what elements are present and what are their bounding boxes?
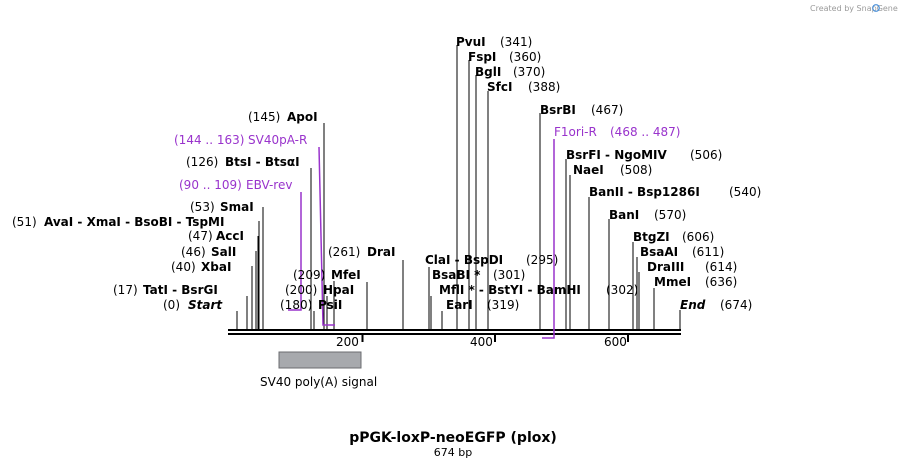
- site-pos-banii: (540): [729, 185, 761, 199]
- site-name-avai: AvaI - XmaI - BsoBI - TspMI: [44, 215, 224, 229]
- site-name-mmei: MmeI: [654, 275, 691, 289]
- site-name-eari: EarI: [446, 298, 473, 312]
- site-name-sfci: SfcI: [487, 80, 512, 94]
- tick-label-600: 600: [604, 335, 627, 349]
- site-name-bsrfi: BsrFI - NgoMIV: [566, 148, 667, 162]
- site-name-acci: AccI: [216, 229, 244, 243]
- site-name-bgli: BglI: [475, 65, 501, 79]
- snapgene-credit: Created by SnapGene: [810, 4, 898, 13]
- primer-f1ori-r-range: (468 .. 487): [610, 125, 680, 139]
- site-pos-naei: (508): [620, 163, 652, 177]
- tick-label-200: 200: [336, 335, 359, 349]
- site-name-xbai: XbaI: [201, 260, 231, 274]
- site-pos-bsabi: (301): [493, 268, 525, 282]
- map-length: 674 bp: [434, 446, 472, 459]
- snapgene-logo-icon: [872, 4, 880, 12]
- site-name-hpai: HpaI: [323, 283, 354, 297]
- site-name-drai: DraI: [367, 245, 395, 259]
- site-name-pvui: PvuI: [456, 35, 486, 49]
- site-pos-avai: (51): [12, 215, 37, 229]
- site-name-fspi: FspI: [468, 50, 496, 64]
- site-name-bani: BanI: [609, 208, 639, 222]
- site-pos-mmei: (636): [705, 275, 737, 289]
- primer-ebv-rev-range: (90 .. 109): [179, 178, 242, 192]
- primer-sv40pa-r-name: SV40pA-R: [248, 133, 307, 147]
- feature-box[interactable]: [278, 351, 362, 369]
- site-name-bsrbi: BsrBI: [540, 103, 576, 117]
- site-name-psii: PsiI: [318, 298, 342, 312]
- site-name-draiii: DraIII: [647, 260, 684, 274]
- site-pos-bsrfi: (506): [690, 148, 722, 162]
- site-pos-btgzi: (606): [682, 230, 714, 244]
- site-pos-sali: (46): [181, 245, 206, 259]
- site-name-tati: TatI - BsrGI: [143, 283, 218, 297]
- site-pos-btsi: (126): [186, 155, 218, 169]
- primer-sv40pa-r-range: (144 .. 163): [174, 133, 244, 147]
- site-name-end: End: [680, 298, 706, 312]
- site-name-bsabi: BsaBI *: [432, 268, 481, 282]
- site-pos-end: (674): [720, 298, 752, 312]
- site-name-btsi: BtsI - BtsαI: [225, 155, 300, 169]
- primer-ebv-rev-name: EBV-rev: [246, 178, 292, 192]
- credit-text: Created by SnapGene: [810, 4, 898, 13]
- site-name-naei: NaeI: [573, 163, 604, 177]
- site-name-start: Start: [188, 298, 223, 312]
- site-name-sali: SalI: [211, 245, 236, 259]
- site-pos-xbai: (40): [171, 260, 196, 274]
- site-pos-mfei: (209): [293, 268, 325, 282]
- primer-ebv-rev-arrow: [288, 192, 302, 311]
- map-title: pPGK-loxP-neoEGFP (plox): [349, 430, 557, 446]
- feature-sv40-polya[interactable]: SV40 poly(A) signal: [260, 351, 377, 389]
- site-pos-bsrbi: (467): [591, 103, 623, 117]
- site-name-bsaai: BsaAI: [640, 245, 678, 259]
- site-name-btgzi: BtgZI: [633, 230, 670, 244]
- site-pos-apoi: (145): [248, 110, 280, 124]
- site-pos-psii: (180): [280, 298, 312, 312]
- site-pos-drai: (261): [328, 245, 360, 259]
- site-labels-right: BsrFI - NgoMIV (506) NaeI (508) BanII - …: [566, 148, 761, 312]
- site-pos-sfci: (388): [528, 80, 560, 94]
- site-pos-bsaai: (611): [692, 245, 724, 259]
- site-pos-fspi: (360): [509, 50, 541, 64]
- site-name-clai: ClaI - BspDI: [425, 253, 503, 267]
- site-pos-smai: (53): [190, 200, 215, 214]
- primer-f1ori-r-arrow: [542, 139, 555, 339]
- site-pos-bani: (570): [654, 208, 686, 222]
- site-pos-pvui: (341): [500, 35, 532, 49]
- site-name-smai: SmaI: [220, 200, 254, 214]
- primer-f1ori-r-name: F1ori-R: [554, 125, 597, 139]
- site-pos-eari: (319): [487, 298, 519, 312]
- site-name-mfli: MflI * - BstYI - BamHI: [439, 283, 581, 297]
- site-name-mfei: MfeI: [331, 268, 361, 282]
- site-lines: [236, 45, 681, 329]
- site-labels-upper: PvuI (341) FspI (360) BglI (370) SfcI (3…: [456, 35, 623, 117]
- site-name-apoi: ApoI: [287, 110, 318, 124]
- primer-labels: (144 .. 163) SV40pA-R (90 .. 109) EBV-re…: [174, 125, 680, 192]
- site-name-banii: BanII - Bsp1286I: [589, 185, 700, 199]
- site-pos-tati: (17): [113, 283, 138, 297]
- axis-ticks: 200 400 600: [336, 335, 629, 349]
- feature-label: SV40 poly(A) signal: [260, 375, 377, 389]
- tick-label-400: 400: [470, 335, 493, 349]
- site-labels-left: (51) AvaI - XmaI - BsoBI - TspMI (47) Ac…: [12, 110, 318, 312]
- site-pos-bgli: (370): [513, 65, 545, 79]
- site-pos-acci: (47): [188, 229, 213, 243]
- primer-lines: [288, 139, 555, 339]
- site-pos-mfli: (302): [606, 283, 638, 297]
- site-pos-start: (0): [163, 298, 180, 312]
- site-pos-hpai: (200): [285, 283, 317, 297]
- primer-sv40pa-r-arrow: [318, 146, 335, 326]
- site-pos-draiii: (614): [705, 260, 737, 274]
- site-labels-middle: (209) MfeI (200) HpaI (180) PsiI (261) D…: [280, 245, 638, 312]
- site-pos-clai: (295): [526, 253, 558, 267]
